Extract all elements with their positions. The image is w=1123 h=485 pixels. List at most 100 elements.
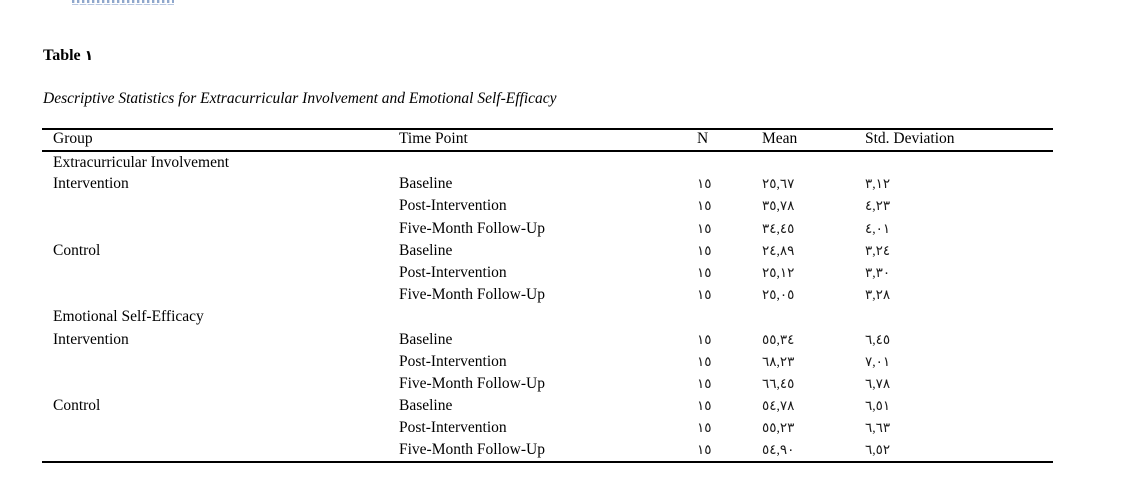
n-cell: ١٥ [697, 176, 712, 192]
std-deviation-cell [863, 151, 1053, 173]
table-row: Control Baseline ١٥ ٥٤,٧٨ ٦,٥١ [42, 395, 1053, 417]
std-deviation-cell: ٦,٧٨ [865, 375, 891, 391]
time-point-cell: Baseline [399, 397, 453, 415]
table-row: Intervention Baseline ١٥ ٥٥,٣٤ ٦,٤٥ [42, 329, 1053, 351]
n-cell: ١٥ [697, 353, 712, 369]
table-header: Group Time Point N Mean Std. Deviation [42, 129, 1053, 152]
table-header-row: Group Time Point N Mean Std. Deviation [42, 129, 1053, 152]
group-cell: Emotional Self-Efficacy [53, 308, 204, 326]
n-cell [695, 306, 760, 328]
time-point-cell: Baseline [399, 175, 453, 193]
table-row: Post-Intervention ١٥ ٥٥,٢٣ ٦,٦٣ [42, 417, 1053, 439]
table-row: Five-Month Follow-Up ١٥ ٣٤,٤٥ ٤,٠١ [42, 218, 1053, 240]
time-point-cell: Post-Intervention [399, 197, 507, 215]
mean-cell: ٢٥,١٢ [762, 265, 795, 281]
time-point-cell: Baseline [399, 330, 453, 348]
std-deviation-cell: ٣,١٢ [865, 176, 891, 192]
group-cell: Control [53, 397, 101, 415]
n-cell [695, 151, 760, 173]
mean-cell: ٥٥,٣٤ [762, 331, 795, 347]
table-row: Post-Intervention ١٥ ٣٥,٧٨ ٤,٢٣ [42, 195, 1053, 217]
std-deviation-cell: ٣,٣٠ [865, 265, 891, 281]
table-row: Five-Month Follow-Up ١٥ ٦٦,٤٥ ٦,٧٨ [42, 373, 1053, 395]
mean-cell: ٣٥,٧٨ [762, 198, 795, 214]
n-cell: ١٥ [697, 331, 712, 347]
clipped-link-fragment[interactable] [72, 0, 174, 6]
column-header-n: N [695, 129, 760, 152]
mean-cell: ٦٦,٤٥ [762, 375, 795, 391]
group-cell: Extracurricular Involvement [53, 153, 230, 171]
group-cell [42, 195, 397, 217]
group-cell: Intervention [53, 330, 129, 348]
mean-cell: ٢٤,٨٩ [762, 242, 795, 258]
time-point-cell [397, 306, 695, 328]
mean-cell: ٥٤,٩٠ [762, 442, 795, 458]
n-cell: ١٥ [697, 198, 712, 214]
clipped-link-underline [72, 4, 174, 5]
n-cell: ١٥ [697, 398, 712, 414]
n-cell: ١٥ [697, 287, 712, 303]
std-deviation-cell: ٧,٠١ [865, 353, 891, 369]
table-row: Control Baseline ١٥ ٢٤,٨٩ ٣,٢٤ [42, 240, 1053, 262]
mean-cell: ٣٤,٤٥ [762, 220, 795, 236]
group-cell: Control [53, 241, 101, 259]
table-row: Five-Month Follow-Up ١٥ ٢٥,٠٥ ٣,٢٨ [42, 284, 1053, 306]
group-cell [42, 262, 397, 284]
column-header-mean: Mean [760, 129, 863, 152]
column-header-group: Group [42, 129, 397, 152]
group-cell [42, 284, 397, 306]
n-cell: ١٥ [697, 420, 712, 436]
table-number: ١ [84, 49, 94, 64]
std-deviation-cell: ٤,٠١ [865, 220, 891, 236]
time-point-cell: Post-Intervention [399, 352, 507, 370]
table-row: Intervention Baseline ١٥ ٢٥,٦٧ ٣,١٢ [42, 173, 1053, 195]
descriptive-statistics-table: Group Time Point N Mean Std. Deviation E… [42, 128, 1053, 463]
column-header-time-point: Time Point [397, 129, 695, 152]
mean-cell: ٥٤,٧٨ [762, 398, 795, 414]
std-deviation-cell: ٤,٢٣ [865, 198, 891, 214]
mean-cell [760, 306, 863, 328]
group-cell [42, 351, 397, 373]
n-cell: ١٥ [697, 265, 712, 281]
table-row: Post-Intervention ١٥ ٦٨,٢٣ ٧,٠١ [42, 351, 1053, 373]
n-cell: ١٥ [697, 220, 712, 236]
table-title-label: Table [43, 47, 81, 64]
group-cell [42, 373, 397, 395]
table-row: Emotional Self-Efficacy [42, 306, 1053, 328]
std-deviation-cell: ٣,٢٤ [865, 242, 891, 258]
table-title: Table ١ [43, 47, 93, 65]
time-point-cell [397, 151, 695, 173]
time-point-cell: Five-Month Follow-Up [399, 286, 545, 304]
mean-cell: ٢٥,٦٧ [762, 176, 795, 192]
mean-cell: ٥٥,٢٣ [762, 420, 795, 436]
n-cell: ١٥ [697, 442, 712, 458]
n-cell: ١٥ [697, 242, 712, 258]
std-deviation-cell: ٣,٢٨ [865, 287, 891, 303]
mean-cell: ٢٥,٠٥ [762, 287, 795, 303]
table-caption: Descriptive Statistics for Extracurricul… [43, 90, 557, 107]
group-cell [42, 439, 397, 461]
mean-cell [760, 151, 863, 173]
table-row: Post-Intervention ١٥ ٢٥,١٢ ٣,٣٠ [42, 262, 1053, 284]
column-header-std-deviation: Std. Deviation [863, 129, 1053, 152]
group-cell: Intervention [53, 175, 129, 193]
group-cell [42, 218, 397, 240]
time-point-cell: Post-Intervention [399, 264, 507, 282]
std-deviation-cell [863, 306, 1053, 328]
time-point-cell: Five-Month Follow-Up [399, 374, 545, 392]
time-point-cell: Five-Month Follow-Up [399, 219, 545, 237]
clipped-link-text-bottoms [72, 0, 174, 3]
std-deviation-cell: ٦,٦٣ [865, 420, 891, 436]
time-point-cell: Baseline [399, 241, 453, 259]
std-deviation-cell: ٦,٥١ [865, 398, 891, 414]
std-deviation-cell: ٦,٤٥ [865, 331, 891, 347]
mean-cell: ٦٨,٢٣ [762, 353, 795, 369]
group-cell [42, 417, 397, 439]
table-row: Five-Month Follow-Up ١٥ ٥٤,٩٠ ٦,٥٢ [42, 439, 1053, 461]
table-body: Extracurricular Involvement Intervention… [42, 151, 1053, 462]
std-deviation-cell: ٦,٥٢ [865, 442, 891, 458]
n-cell: ١٥ [697, 375, 712, 391]
time-point-cell: Post-Intervention [399, 419, 507, 437]
table-row: Extracurricular Involvement [42, 151, 1053, 173]
